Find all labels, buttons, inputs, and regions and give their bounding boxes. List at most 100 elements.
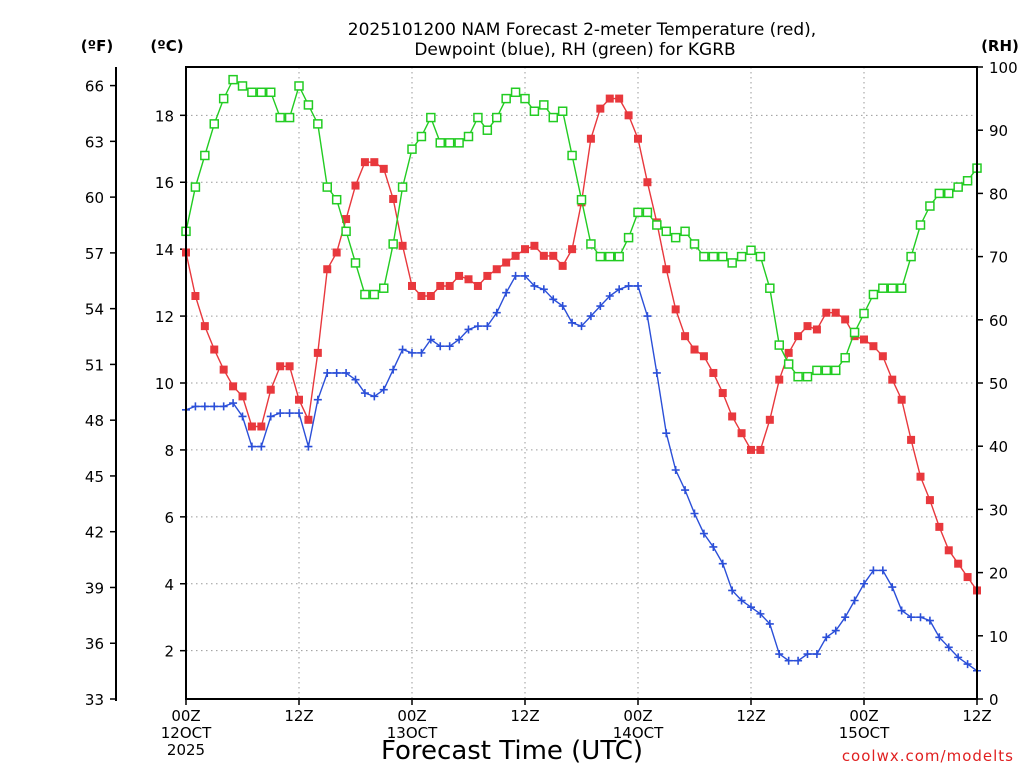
rh-tick-label: 0 bbox=[989, 691, 999, 709]
rh-point bbox=[689, 239, 700, 249]
temperature-point bbox=[794, 332, 803, 341]
fahrenheit-tick-label: 54 bbox=[85, 301, 104, 319]
dewpoint-point bbox=[634, 281, 642, 290]
rh-point bbox=[303, 100, 314, 110]
plot-frame bbox=[185, 66, 978, 700]
temperature-point bbox=[681, 332, 690, 341]
dewpoint-point bbox=[699, 529, 708, 538]
dewpoint-point bbox=[247, 442, 256, 451]
dewpoint-point bbox=[295, 409, 303, 418]
temperature-point bbox=[323, 265, 332, 274]
rh-point bbox=[793, 371, 803, 382]
fahrenheit-tick-label: 36 bbox=[85, 635, 104, 653]
dewpoint-point bbox=[360, 389, 369, 398]
rh-point bbox=[670, 232, 681, 243]
temperature-point bbox=[247, 422, 256, 431]
dewpoint-point bbox=[850, 596, 859, 605]
rh-point bbox=[444, 138, 455, 148]
rh-point bbox=[379, 283, 389, 293]
temperature-point bbox=[831, 308, 840, 317]
rh-point bbox=[416, 131, 427, 142]
dewpoint-point bbox=[408, 348, 416, 357]
rh-point bbox=[680, 226, 690, 237]
temperature-point bbox=[483, 271, 492, 280]
dewpoint-point bbox=[624, 281, 633, 290]
rh-point bbox=[275, 112, 285, 123]
dewpoint-point bbox=[539, 285, 548, 294]
temperature-point bbox=[634, 134, 642, 143]
dewpoint-point bbox=[916, 613, 925, 622]
rh-point bbox=[237, 81, 248, 91]
rh-point bbox=[218, 93, 229, 104]
temperature-point bbox=[662, 265, 671, 274]
dewpoint-point bbox=[803, 650, 812, 659]
x-tick-label: 00Z bbox=[397, 707, 426, 725]
dewpoint-point bbox=[747, 603, 755, 612]
temperature-point bbox=[257, 422, 266, 431]
rh-point bbox=[388, 239, 398, 249]
temperature-point bbox=[897, 395, 906, 404]
temperature-point bbox=[916, 472, 925, 481]
rh-point bbox=[831, 365, 841, 376]
temperature-point bbox=[925, 496, 934, 505]
temperature-point bbox=[709, 368, 718, 377]
celsius-tick-label: 4 bbox=[164, 576, 174, 594]
rh-tick-label: 20 bbox=[989, 565, 1008, 583]
dewpoint-point bbox=[869, 566, 878, 575]
rh-point bbox=[708, 251, 719, 262]
rh-point bbox=[586, 239, 596, 249]
dewpoint-point bbox=[671, 465, 680, 474]
dewpoint-point bbox=[568, 318, 577, 327]
dewpoint-point bbox=[907, 613, 916, 622]
dewpoint-point bbox=[191, 402, 200, 411]
dewpoint-point bbox=[521, 271, 529, 280]
rh-point bbox=[473, 112, 483, 123]
dewpoint-point bbox=[398, 345, 407, 354]
temperature-point bbox=[417, 292, 426, 301]
rh-point bbox=[821, 365, 832, 376]
dewpoint-point bbox=[276, 409, 285, 418]
rh-tick-label: 10 bbox=[989, 628, 1008, 646]
dewpoint-point bbox=[728, 586, 737, 595]
temperature-point bbox=[747, 445, 755, 454]
dewpoint-point bbox=[351, 375, 360, 384]
celsius-tick-label: 10 bbox=[155, 375, 174, 393]
rh-point bbox=[397, 182, 408, 192]
dewpoint-point bbox=[718, 559, 727, 568]
rh-point bbox=[915, 220, 926, 230]
temperature-point bbox=[464, 275, 473, 284]
rh-point bbox=[727, 258, 737, 268]
chart-title: 2025101200 NAM Forecast 2-meter Temperat… bbox=[348, 20, 816, 60]
rh-point bbox=[567, 150, 577, 161]
dewpoint-point bbox=[323, 368, 332, 377]
x-tick-label: 00Z bbox=[849, 707, 878, 725]
rh-point bbox=[510, 87, 521, 98]
dewpoint-point bbox=[229, 399, 238, 408]
celsius-tick-label: 12 bbox=[155, 308, 174, 326]
dewpoint-point bbox=[549, 295, 558, 304]
dewpoint-point bbox=[954, 653, 963, 662]
dewpoint-point bbox=[436, 342, 445, 351]
temperature-point bbox=[210, 345, 219, 354]
rh-point bbox=[718, 251, 728, 262]
rh-point bbox=[341, 226, 351, 237]
dewpoint-point bbox=[765, 619, 774, 628]
rh-point bbox=[652, 220, 662, 230]
temperature-point bbox=[304, 415, 313, 424]
dewpoint-point bbox=[502, 288, 511, 297]
dewpoint-point bbox=[219, 402, 228, 411]
dewpoint-point bbox=[464, 325, 473, 334]
rh-point bbox=[369, 289, 380, 300]
x-tick-label: 00Z bbox=[623, 707, 652, 725]
temperature-point bbox=[285, 362, 294, 371]
x-tick-label: 00Z bbox=[171, 707, 200, 725]
dewpoint-point bbox=[266, 412, 275, 421]
temperature-point bbox=[615, 94, 624, 103]
temperature-point bbox=[728, 412, 737, 421]
temperature-point bbox=[803, 322, 812, 331]
temperature-point bbox=[869, 342, 878, 351]
fahrenheit-unit-label: (ºF) bbox=[81, 37, 113, 55]
temperature-point bbox=[191, 292, 200, 301]
x-tick-label: 12Z bbox=[284, 707, 313, 725]
rh-point bbox=[294, 81, 304, 91]
